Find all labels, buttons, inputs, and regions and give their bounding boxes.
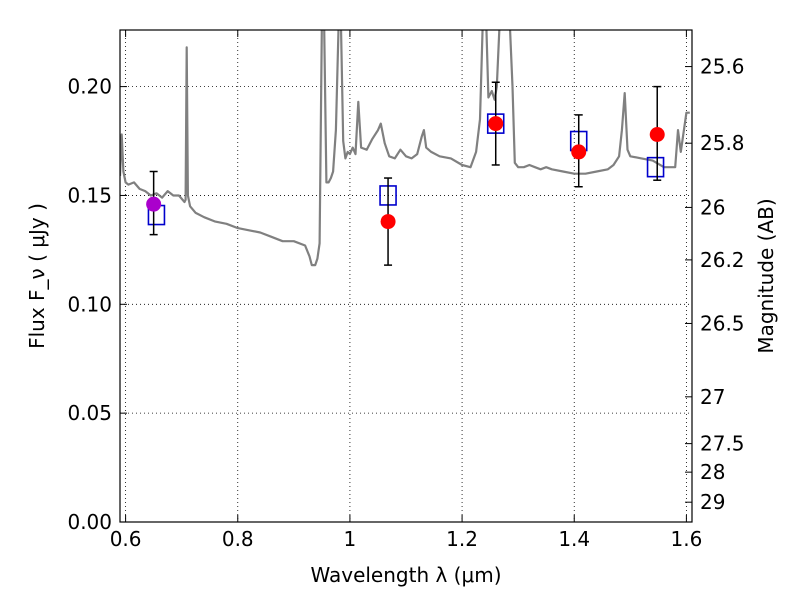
x-tick-label: 0.8: [222, 527, 254, 551]
observed-flux-point: [571, 144, 587, 160]
x-axis-title: Wavelength λ (μm): [310, 563, 501, 587]
plot-area: [120, 30, 690, 267]
y-tick-label: 0.00: [67, 510, 112, 534]
model-spectrum-line: [120, 30, 690, 267]
y-tick-label: 0.05: [67, 401, 112, 425]
right-tick-label: 29: [700, 490, 725, 514]
axis-ticks: 0.6 0.8 1 1.2 1.4 1.6 0.00 0.05 0.10 0.15 0.20 25.6…: [67, 30, 745, 551]
right-tick-label: 26.5: [700, 311, 745, 335]
right-tick-label: 25.6: [700, 55, 745, 79]
x-tick-label: 0.6: [110, 527, 142, 551]
x-tick-label: 1.4: [558, 527, 590, 551]
x-tick-label: 1.2: [446, 527, 478, 551]
right-tick-label: 27: [700, 385, 725, 409]
observed-flux-point: [146, 196, 162, 212]
observed-flux-point: [488, 116, 504, 132]
x-tick-label: 1.6: [670, 527, 702, 551]
observed-flux-point: [380, 214, 396, 230]
right-tick-label: 27.5: [700, 432, 745, 456]
plot-frame: [119, 29, 693, 523]
y-tick-label: 0.10: [67, 292, 112, 316]
y-tick-label: 0.15: [67, 183, 112, 207]
y-axis-title: Flux F_ν ( μJy ): [25, 203, 49, 349]
x-tick-label: 1: [344, 527, 357, 551]
right-axis-title: Magnitude (AB): [754, 198, 778, 353]
model-flux-marker: [646, 156, 665, 178]
right-tick-label: 26.2: [700, 248, 745, 272]
right-tick-label: 25.8: [700, 131, 745, 155]
right-tick-label: 26: [700, 195, 725, 219]
y-tick-label: 0.20: [67, 75, 112, 99]
right-tick-label: 28: [700, 460, 725, 484]
observed-flux-point: [649, 126, 665, 142]
